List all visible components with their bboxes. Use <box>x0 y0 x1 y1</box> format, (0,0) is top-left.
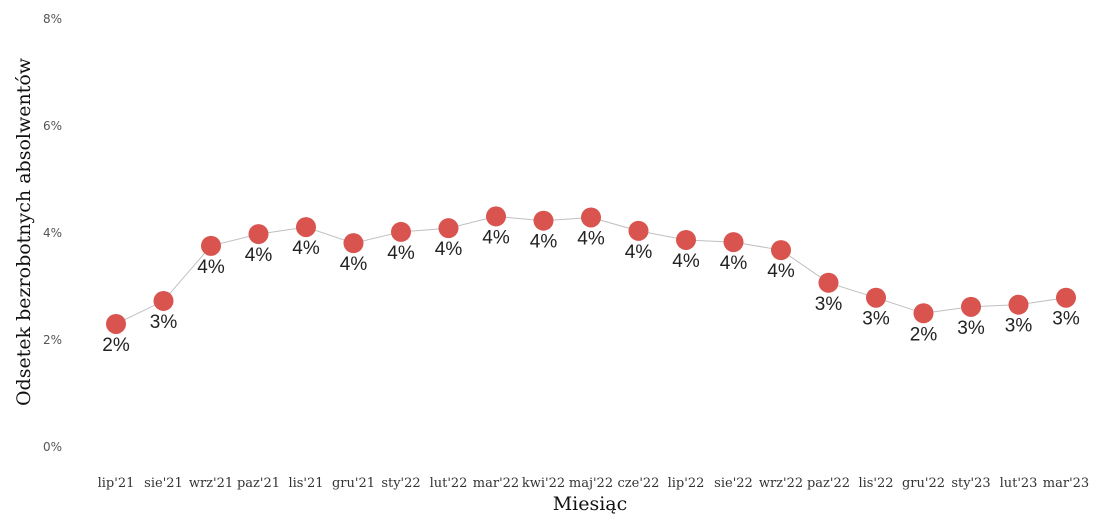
data-point <box>248 224 269 245</box>
data-label: 3% <box>1005 316 1033 337</box>
data-label: 4% <box>577 228 605 249</box>
data-label: 3% <box>815 294 843 315</box>
x-tick-label: gru'21 <box>332 476 375 491</box>
data-point <box>723 232 744 253</box>
x-tick-label: paz'21 <box>237 476 280 491</box>
data-label: 4% <box>625 242 653 263</box>
data-label: 4% <box>387 243 415 264</box>
x-tick-label: gru'22 <box>902 476 945 491</box>
x-tick-label: lip'22 <box>668 476 705 491</box>
x-tick-label: lis'22 <box>858 476 893 491</box>
data-label: 4% <box>482 227 510 248</box>
data-point <box>153 290 174 311</box>
data-label: 3% <box>957 318 985 339</box>
y-tick-label: 6% <box>43 119 62 133</box>
data-label: 3% <box>1052 309 1080 330</box>
data-point <box>676 229 696 250</box>
data-label: 4% <box>672 251 700 272</box>
data-point <box>866 287 886 308</box>
data-point <box>1056 287 1076 308</box>
y-tick-label: 8% <box>43 12 62 26</box>
data-point <box>296 217 316 238</box>
y-axis-title: Odsetek bezrobotnych absolwentów <box>13 57 35 406</box>
data-point <box>106 313 126 334</box>
data-point <box>1008 294 1029 315</box>
x-tick-label: lut'23 <box>1000 476 1038 491</box>
data-point <box>771 240 791 261</box>
data-point <box>818 272 839 293</box>
data-label: 3% <box>150 312 178 333</box>
data-label: 4% <box>292 238 320 259</box>
x-tick-label: mar'22 <box>473 476 519 491</box>
x-axis-title: Miesiąc <box>553 493 628 514</box>
data-labels: 2% 3% 4% 4% 4% 4% 4% 4% 4% 4% 4% 4% 4% 4% 4% 3% 3% 2% 3% 3%… <box>102 227 1080 356</box>
x-tick-label: sty'22 <box>381 476 420 491</box>
data-label: 3% <box>862 309 890 330</box>
y-axis-ticks: 0% 2% 4% 6% 8% <box>43 12 62 454</box>
data-point <box>533 210 554 231</box>
x-tick-label: lip'21 <box>98 476 135 491</box>
x-tick-label: sie'21 <box>144 476 183 491</box>
data-point <box>628 220 649 241</box>
data-point <box>486 206 506 227</box>
x-axis-ticks: lip'21 sie'21 wrz'21 paz'21 lis'21 gru'21 sty'… <box>98 476 1090 491</box>
data-label: 4% <box>720 253 748 274</box>
x-tick-label: wrz'21 <box>189 476 233 491</box>
x-tick-label: mar'23 <box>1043 476 1089 491</box>
data-point <box>913 303 934 324</box>
data-label: 2% <box>910 324 938 345</box>
data-label: 4% <box>340 254 368 275</box>
data-label: 4% <box>530 232 558 253</box>
x-tick-label: wrz'22 <box>759 476 803 491</box>
x-tick-label: lis'21 <box>288 476 323 491</box>
x-tick-label: maj'22 <box>569 476 613 491</box>
data-point <box>391 221 411 242</box>
data-label: 4% <box>767 261 795 282</box>
data-points <box>106 206 1076 334</box>
data-point <box>961 296 981 317</box>
x-tick-label: paz'22 <box>807 476 850 491</box>
y-tick-label: 0% <box>43 440 62 454</box>
x-tick-label: cze'22 <box>618 476 660 491</box>
data-label: 4% <box>197 257 225 278</box>
y-tick-label: 4% <box>43 226 62 240</box>
x-tick-label: lut'22 <box>430 476 468 491</box>
x-tick-label: sty'23 <box>951 476 990 491</box>
y-tick-label: 2% <box>43 333 62 347</box>
data-label: 4% <box>245 245 273 266</box>
data-point <box>581 207 601 228</box>
data-label: 2% <box>102 335 130 356</box>
x-tick-label: kwi'22 <box>522 476 565 491</box>
x-tick-label: sie'22 <box>714 476 753 491</box>
data-point <box>201 235 221 256</box>
data-point <box>438 218 459 239</box>
data-label: 4% <box>435 239 463 260</box>
data-point <box>343 233 364 254</box>
